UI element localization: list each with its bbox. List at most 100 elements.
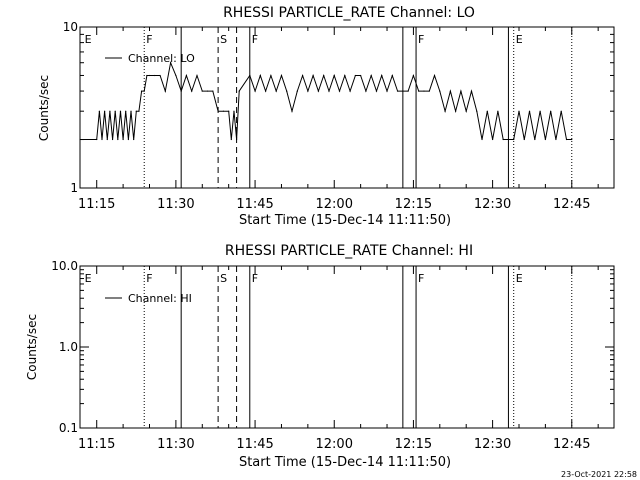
data-point	[534, 138, 536, 141]
data-point	[550, 110, 552, 112]
data-point	[270, 74, 272, 77]
data-point	[196, 74, 198, 77]
data-point	[375, 90, 378, 92]
data-point	[291, 110, 293, 112]
event-marker-label: F	[418, 272, 424, 285]
data-point	[481, 138, 483, 141]
data-point	[486, 110, 488, 112]
data-point	[402, 90, 404, 92]
event-marker-label: S	[220, 272, 227, 285]
data-point	[360, 74, 362, 77]
y-axis-label-hi: Counts/sec	[25, 314, 39, 380]
data-point	[460, 90, 462, 92]
event-marker-label: F	[418, 33, 424, 46]
data-point	[140, 90, 143, 92]
data-point	[513, 138, 515, 141]
x-tick-label: 12:15	[395, 197, 432, 212]
data-point	[491, 138, 494, 141]
data-point	[307, 90, 309, 92]
data-point	[370, 74, 372, 77]
data-point	[133, 138, 135, 141]
data-point	[233, 110, 235, 112]
y-tick-label: 0.1	[59, 421, 78, 435]
y-axis-label-lo: Counts/sec	[37, 75, 51, 141]
data-point	[212, 90, 214, 92]
event-marker-label: F	[252, 272, 258, 285]
data-point	[317, 90, 320, 92]
data-point	[154, 74, 156, 77]
x-axis-label-hi: Start Time (15-Dec-14 11:11:50)	[239, 455, 451, 470]
data-point	[98, 110, 100, 112]
event-marker-label: E	[85, 272, 92, 285]
x-tick-label: 11:45	[236, 437, 273, 452]
data-point	[119, 110, 122, 112]
data-point	[349, 90, 351, 92]
x-tick-label: 11:45	[236, 197, 273, 212]
event-marker-label: E	[516, 272, 523, 285]
data-point	[191, 90, 193, 92]
data-point	[146, 74, 148, 77]
data-point	[111, 138, 114, 141]
x-tick-label: 12:00	[316, 437, 353, 452]
data-point	[175, 74, 177, 77]
data-point	[135, 110, 137, 112]
data-point	[159, 74, 161, 77]
x-tick-label: 12:30	[474, 437, 511, 452]
data-point	[386, 90, 388, 92]
data-point	[365, 90, 367, 92]
event-marker-label: E	[85, 33, 92, 46]
data-point	[518, 110, 520, 112]
event-marker-label: F	[146, 272, 152, 285]
data-point	[412, 74, 415, 77]
data-point	[528, 110, 531, 112]
data-point	[106, 138, 108, 141]
data-point	[130, 110, 132, 112]
data-point	[444, 110, 446, 112]
data-point	[555, 138, 557, 141]
data-point	[338, 90, 341, 92]
data-point	[217, 110, 219, 112]
data-point	[497, 110, 499, 112]
data-point	[507, 138, 510, 141]
legend-label-lo: Channel: LO	[128, 52, 195, 65]
data-point	[259, 74, 261, 77]
chart-title-hi: RHESSI PARTICLE_RATE Channel: HI	[225, 243, 473, 259]
data-point	[439, 90, 441, 92]
data-point	[235, 138, 238, 141]
data-point	[286, 90, 288, 92]
data-point	[455, 110, 457, 112]
x-tick-label: 11:15	[78, 197, 115, 212]
footer-timestamp: 23-Oct-2021 22:58	[561, 470, 637, 479]
chart-title-lo: RHESSI PARTICLE_RATE Channel: LO	[223, 5, 475, 21]
x-tick-label: 12:15	[395, 437, 432, 452]
data-point	[114, 110, 116, 112]
data-point	[328, 90, 330, 92]
x-tick-label: 12:00	[316, 197, 353, 212]
y-tick-label: 1	[70, 181, 78, 195]
data-point	[323, 74, 325, 77]
data-point	[476, 110, 478, 112]
data-point	[433, 74, 436, 77]
data-point	[418, 90, 420, 92]
y-tick-label: 1.0	[59, 340, 78, 354]
data-point	[381, 74, 383, 77]
data-point	[407, 90, 409, 92]
data-point	[238, 90, 240, 92]
plot-frame-lo	[79, 26, 615, 189]
data-point	[127, 138, 129, 141]
x-tick-label: 11:30	[157, 437, 194, 452]
data-point	[143, 90, 145, 92]
data-point	[539, 110, 541, 112]
data-point	[465, 110, 467, 112]
x-tick-label: 11:15	[78, 437, 115, 452]
data-point	[265, 90, 267, 92]
data-point	[423, 90, 425, 92]
data-point	[79, 138, 81, 141]
data-point	[571, 138, 573, 141]
data-point	[333, 74, 335, 77]
chart-panel-lo: RHESSI PARTICLE_RATE Channel: LO Start T…	[37, 5, 615, 228]
data-point	[275, 90, 277, 92]
data-point	[391, 74, 393, 77]
data-point	[230, 138, 232, 141]
